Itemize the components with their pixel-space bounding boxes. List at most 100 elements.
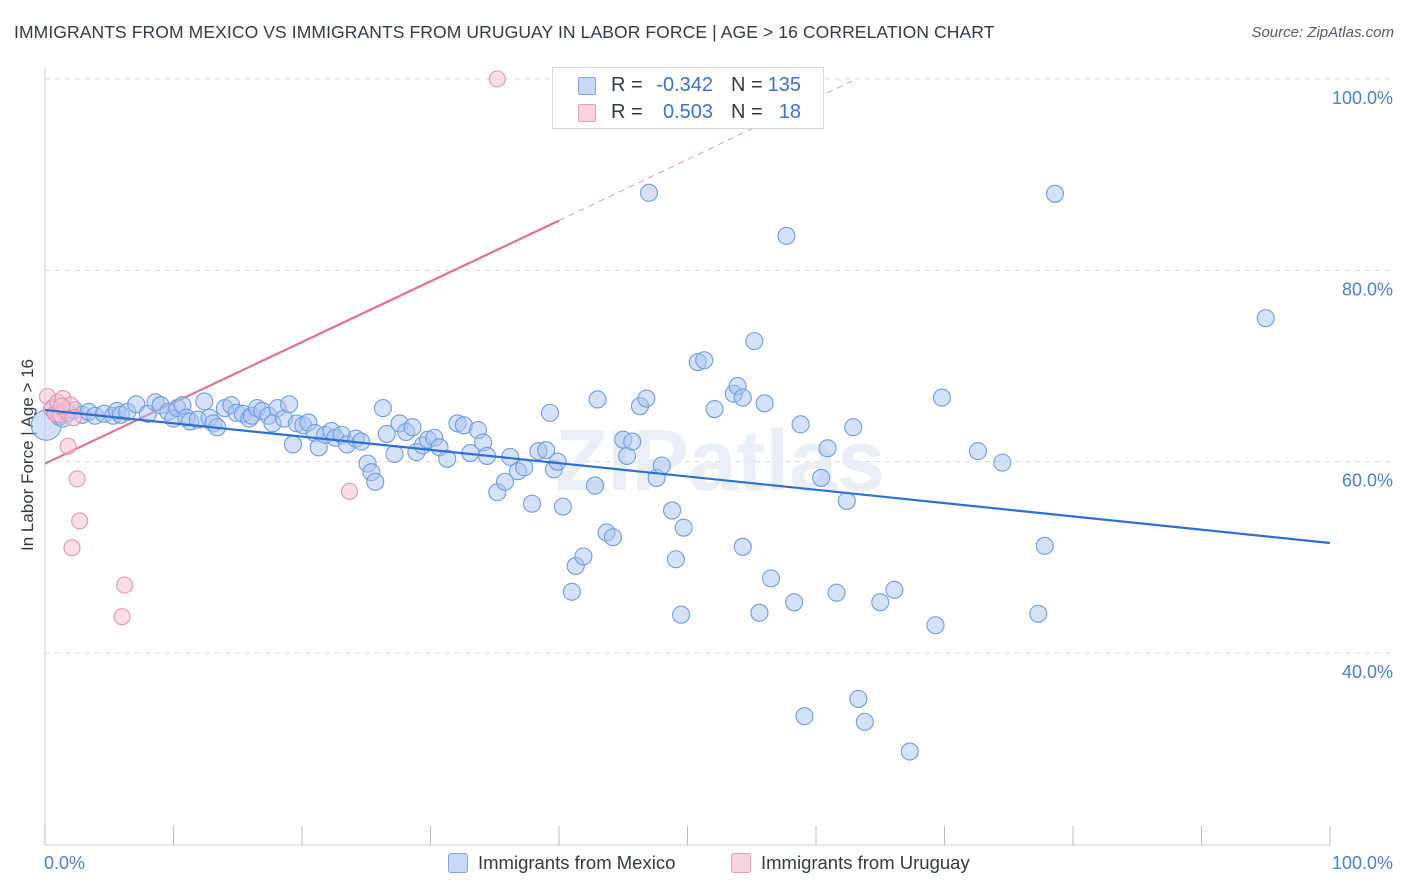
mexico-point [280,395,299,414]
mexico-point [403,418,422,437]
r-value: -0.342 [656,74,713,96]
y-tick-label: 60.0% [1342,471,1393,491]
mexico-point [495,472,515,491]
mexico-point [637,389,656,408]
correlation-legend: R = -0.342 N = 135 R = 0.503 N = 18 [552,67,824,129]
mexico-point [385,444,404,464]
mexico-point [373,399,393,418]
uruguay-trend-line [44,79,855,465]
mexico-point [1045,184,1065,203]
uruguay-point [340,482,359,500]
legend-row-uruguay: R = 0.503 N = 18 [553,100,823,126]
uruguay-point [488,70,506,88]
n-value: 18 [778,101,801,123]
uruguay-point [68,470,86,488]
mexico-point [674,518,693,537]
mexico-point [755,394,774,413]
mexico-point [695,351,714,370]
mexico-point [785,593,804,612]
mexico-point [666,550,685,569]
mexico-point [968,442,987,461]
uruguay-point [63,539,81,557]
mexico-point [585,476,605,495]
mexico-point [283,435,303,454]
n-label: N = [731,101,763,123]
legend-row-mexico: R = -0.342 N = 135 [553,73,823,99]
mexico-point [750,603,769,622]
watermark: ZIPatlas [555,413,885,509]
mexico-point [849,689,868,708]
legend-label-uruguay: Immigrants from Uruguay [761,852,970,873]
x-tick-label: 0.0% [44,853,85,873]
mexico-point [795,707,814,726]
mexico-point [844,418,863,437]
mexico-point [777,226,796,245]
uruguay-point [116,576,134,594]
mexico-point [195,392,214,411]
mexico-point [588,390,607,409]
source-label: Source: ZipAtlas.com [1251,24,1394,41]
axes [44,68,1331,846]
legend-item-uruguay[interactable]: Immigrants from Uruguay [731,852,970,874]
mexico-point [837,491,856,510]
y-tick-label: 40.0% [1342,662,1393,682]
mexico-point [522,494,542,513]
r-label: R = [611,74,643,96]
mexico-point [623,432,642,451]
mexico-point [885,580,904,599]
mexico-point [438,449,457,468]
mexico-point [377,424,396,443]
mexico-point [603,528,623,547]
mexico-point [1029,604,1048,623]
n-label: N = [731,74,763,96]
mexico-trend [44,408,1331,545]
mexico-point [663,501,682,520]
y-tick-label: 100.0% [1332,88,1393,108]
mexico-point [562,582,581,601]
r-label: R = [611,101,643,123]
legend-item-mexico[interactable]: Immigrants from Mexico [448,852,675,874]
mexico-point [515,458,534,477]
mexico-point [537,441,556,460]
chart-title: IMMIGRANTS FROM MEXICO VS IMMIGRANTS FRO… [14,22,995,42]
mexico-point [993,453,1012,472]
uruguay-swatch [578,104,596,122]
mexico-point [812,468,831,487]
uruguay-points [39,70,506,626]
mexico-point [1256,309,1275,328]
mexico-point [639,183,659,202]
mexico-point [900,742,919,761]
mexico-point [705,399,724,419]
mexico-point [855,712,874,731]
mexico-point [871,593,890,612]
mexico-point [574,547,593,566]
mexico-point [818,439,837,458]
mexico-point [932,388,951,407]
mexico-point [553,497,572,516]
uruguay-point [59,437,77,455]
mexico-point [540,403,560,422]
mexico-point [761,569,781,588]
uruguay-point [113,608,131,626]
mexico-point [733,537,752,556]
mexico-point [672,605,691,624]
y-tick-labels: 40.0% 60.0% 80.0% 100.0% [1332,88,1393,682]
mexico-trend-line [44,408,1331,545]
mexico-legend-swatch [448,853,468,873]
mexico-point [1035,536,1054,555]
n-value: 135 [767,74,801,96]
mexico-point [926,616,945,635]
mexico-point [827,583,846,602]
y-tick-label: 80.0% [1342,279,1393,299]
mexico-point [791,415,810,434]
uruguay-trend [44,219,560,465]
mexico-point [366,472,385,491]
uruguay-legend-swatch [731,853,751,873]
mexico-point [745,332,764,351]
x-tick-label: 100.0% [1332,853,1393,873]
uruguay-point [53,397,71,415]
grid-lines [45,78,1392,654]
uruguay-point [71,512,89,530]
r-value: 0.503 [662,101,713,123]
